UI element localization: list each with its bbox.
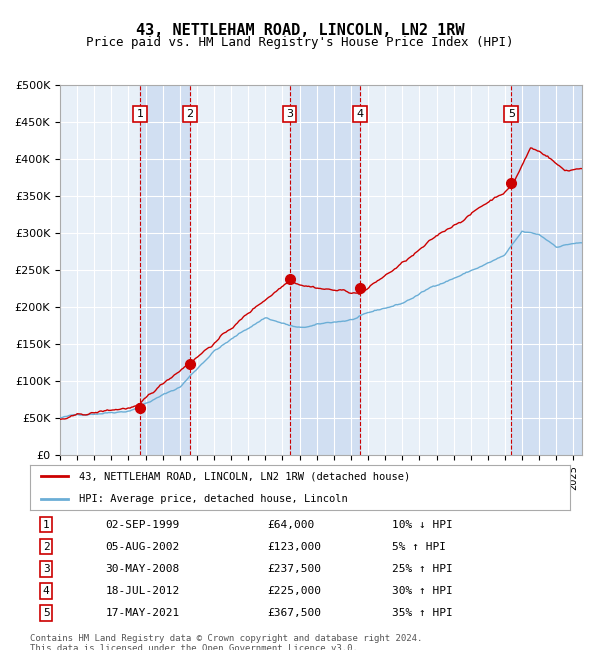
Bar (511, 84, 582, 455)
Text: 43, NETTLEHAM ROAD, LINCOLN, LN2 1RW: 43, NETTLEHAM ROAD, LINCOLN, LN2 1RW (136, 23, 464, 38)
Text: Contains HM Land Registry data © Crown copyright and database right 2024.
This d: Contains HM Land Registry data © Crown c… (30, 634, 422, 650)
Text: 25% ↑ HPI: 25% ↑ HPI (392, 564, 452, 574)
Text: 2: 2 (187, 109, 193, 119)
Text: 3: 3 (43, 564, 50, 574)
Text: 35% ↑ HPI: 35% ↑ HPI (392, 608, 452, 618)
Text: 18-JUL-2012: 18-JUL-2012 (106, 586, 180, 596)
Text: 1: 1 (136, 109, 143, 119)
Text: 05-AUG-2002: 05-AUG-2002 (106, 541, 180, 552)
Text: 1: 1 (43, 519, 50, 530)
Text: £64,000: £64,000 (268, 519, 315, 530)
Text: 4: 4 (43, 586, 50, 596)
Text: 5% ↑ HPI: 5% ↑ HPI (392, 541, 446, 552)
Text: 02-SEP-1999: 02-SEP-1999 (106, 519, 180, 530)
Text: 2: 2 (43, 541, 50, 552)
Text: 43, NETTLEHAM ROAD, LINCOLN, LN2 1RW (detached house): 43, NETTLEHAM ROAD, LINCOLN, LN2 1RW (de… (79, 471, 410, 481)
Text: 17-MAY-2021: 17-MAY-2021 (106, 608, 180, 618)
Text: 30% ↑ HPI: 30% ↑ HPI (392, 586, 452, 596)
Text: £225,000: £225,000 (268, 586, 322, 596)
Text: 5: 5 (43, 608, 50, 618)
Text: £367,500: £367,500 (268, 608, 322, 618)
Text: HPI: Average price, detached house, Lincoln: HPI: Average price, detached house, Linc… (79, 494, 347, 504)
Text: £237,500: £237,500 (268, 564, 322, 574)
Text: 30-MAY-2008: 30-MAY-2008 (106, 564, 180, 574)
Text: 10% ↓ HPI: 10% ↓ HPI (392, 519, 452, 530)
Bar (290, 84, 360, 455)
Text: 3: 3 (286, 109, 293, 119)
Text: £123,000: £123,000 (268, 541, 322, 552)
Text: Price paid vs. HM Land Registry's House Price Index (HPI): Price paid vs. HM Land Registry's House … (86, 36, 514, 49)
Text: 4: 4 (356, 109, 364, 119)
Text: 5: 5 (508, 109, 515, 119)
Bar (140, 84, 190, 455)
